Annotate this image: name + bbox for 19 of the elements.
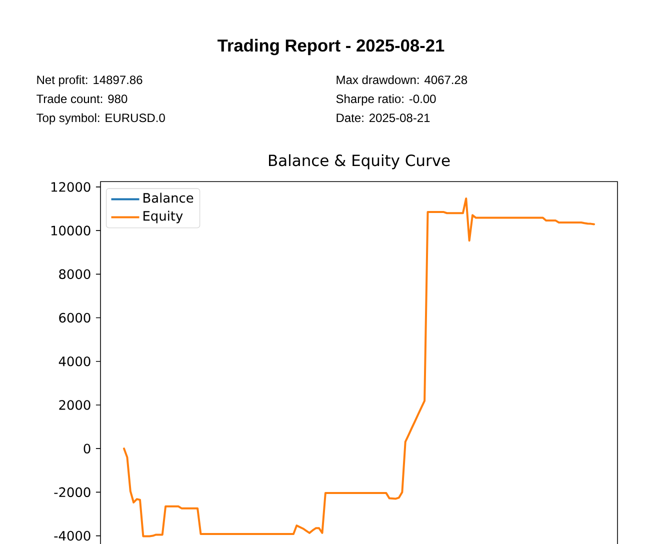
y-tick-label: -4000 — [54, 530, 90, 541]
legend-label: Equity — [144, 210, 183, 224]
y-tick-label: 2000 — [59, 400, 90, 410]
text: Date: 2025-08-21 — [336, 114, 430, 122]
legend-label: Balance — [144, 192, 194, 203]
text: Max drawdown: 4067.28 — [336, 75, 468, 84]
text: Sharpe ratio: -0.00 — [336, 94, 436, 106]
y-tick-label: 0 — [84, 444, 90, 454]
y-tick-label: -2000 — [54, 487, 90, 498]
chart-title: Trading Report - 2025-08-21 — [218, 38, 444, 56]
y-tick-label: 8000 — [59, 269, 90, 280]
text: Trade count: 980 — [36, 94, 128, 104]
y-tick-label: 6000 — [59, 312, 90, 323]
text: Top symbol: EURUSD.0 — [36, 113, 165, 124]
y-tick-label: 12000 — [51, 182, 90, 192]
chart-subtitle: Balance & Equity Curve — [269, 154, 450, 170]
y-tick-label: 4000 — [58, 356, 90, 366]
text: Net profit: 14897.86 — [37, 75, 142, 86]
y-tick-label: 10000 — [51, 226, 90, 236]
